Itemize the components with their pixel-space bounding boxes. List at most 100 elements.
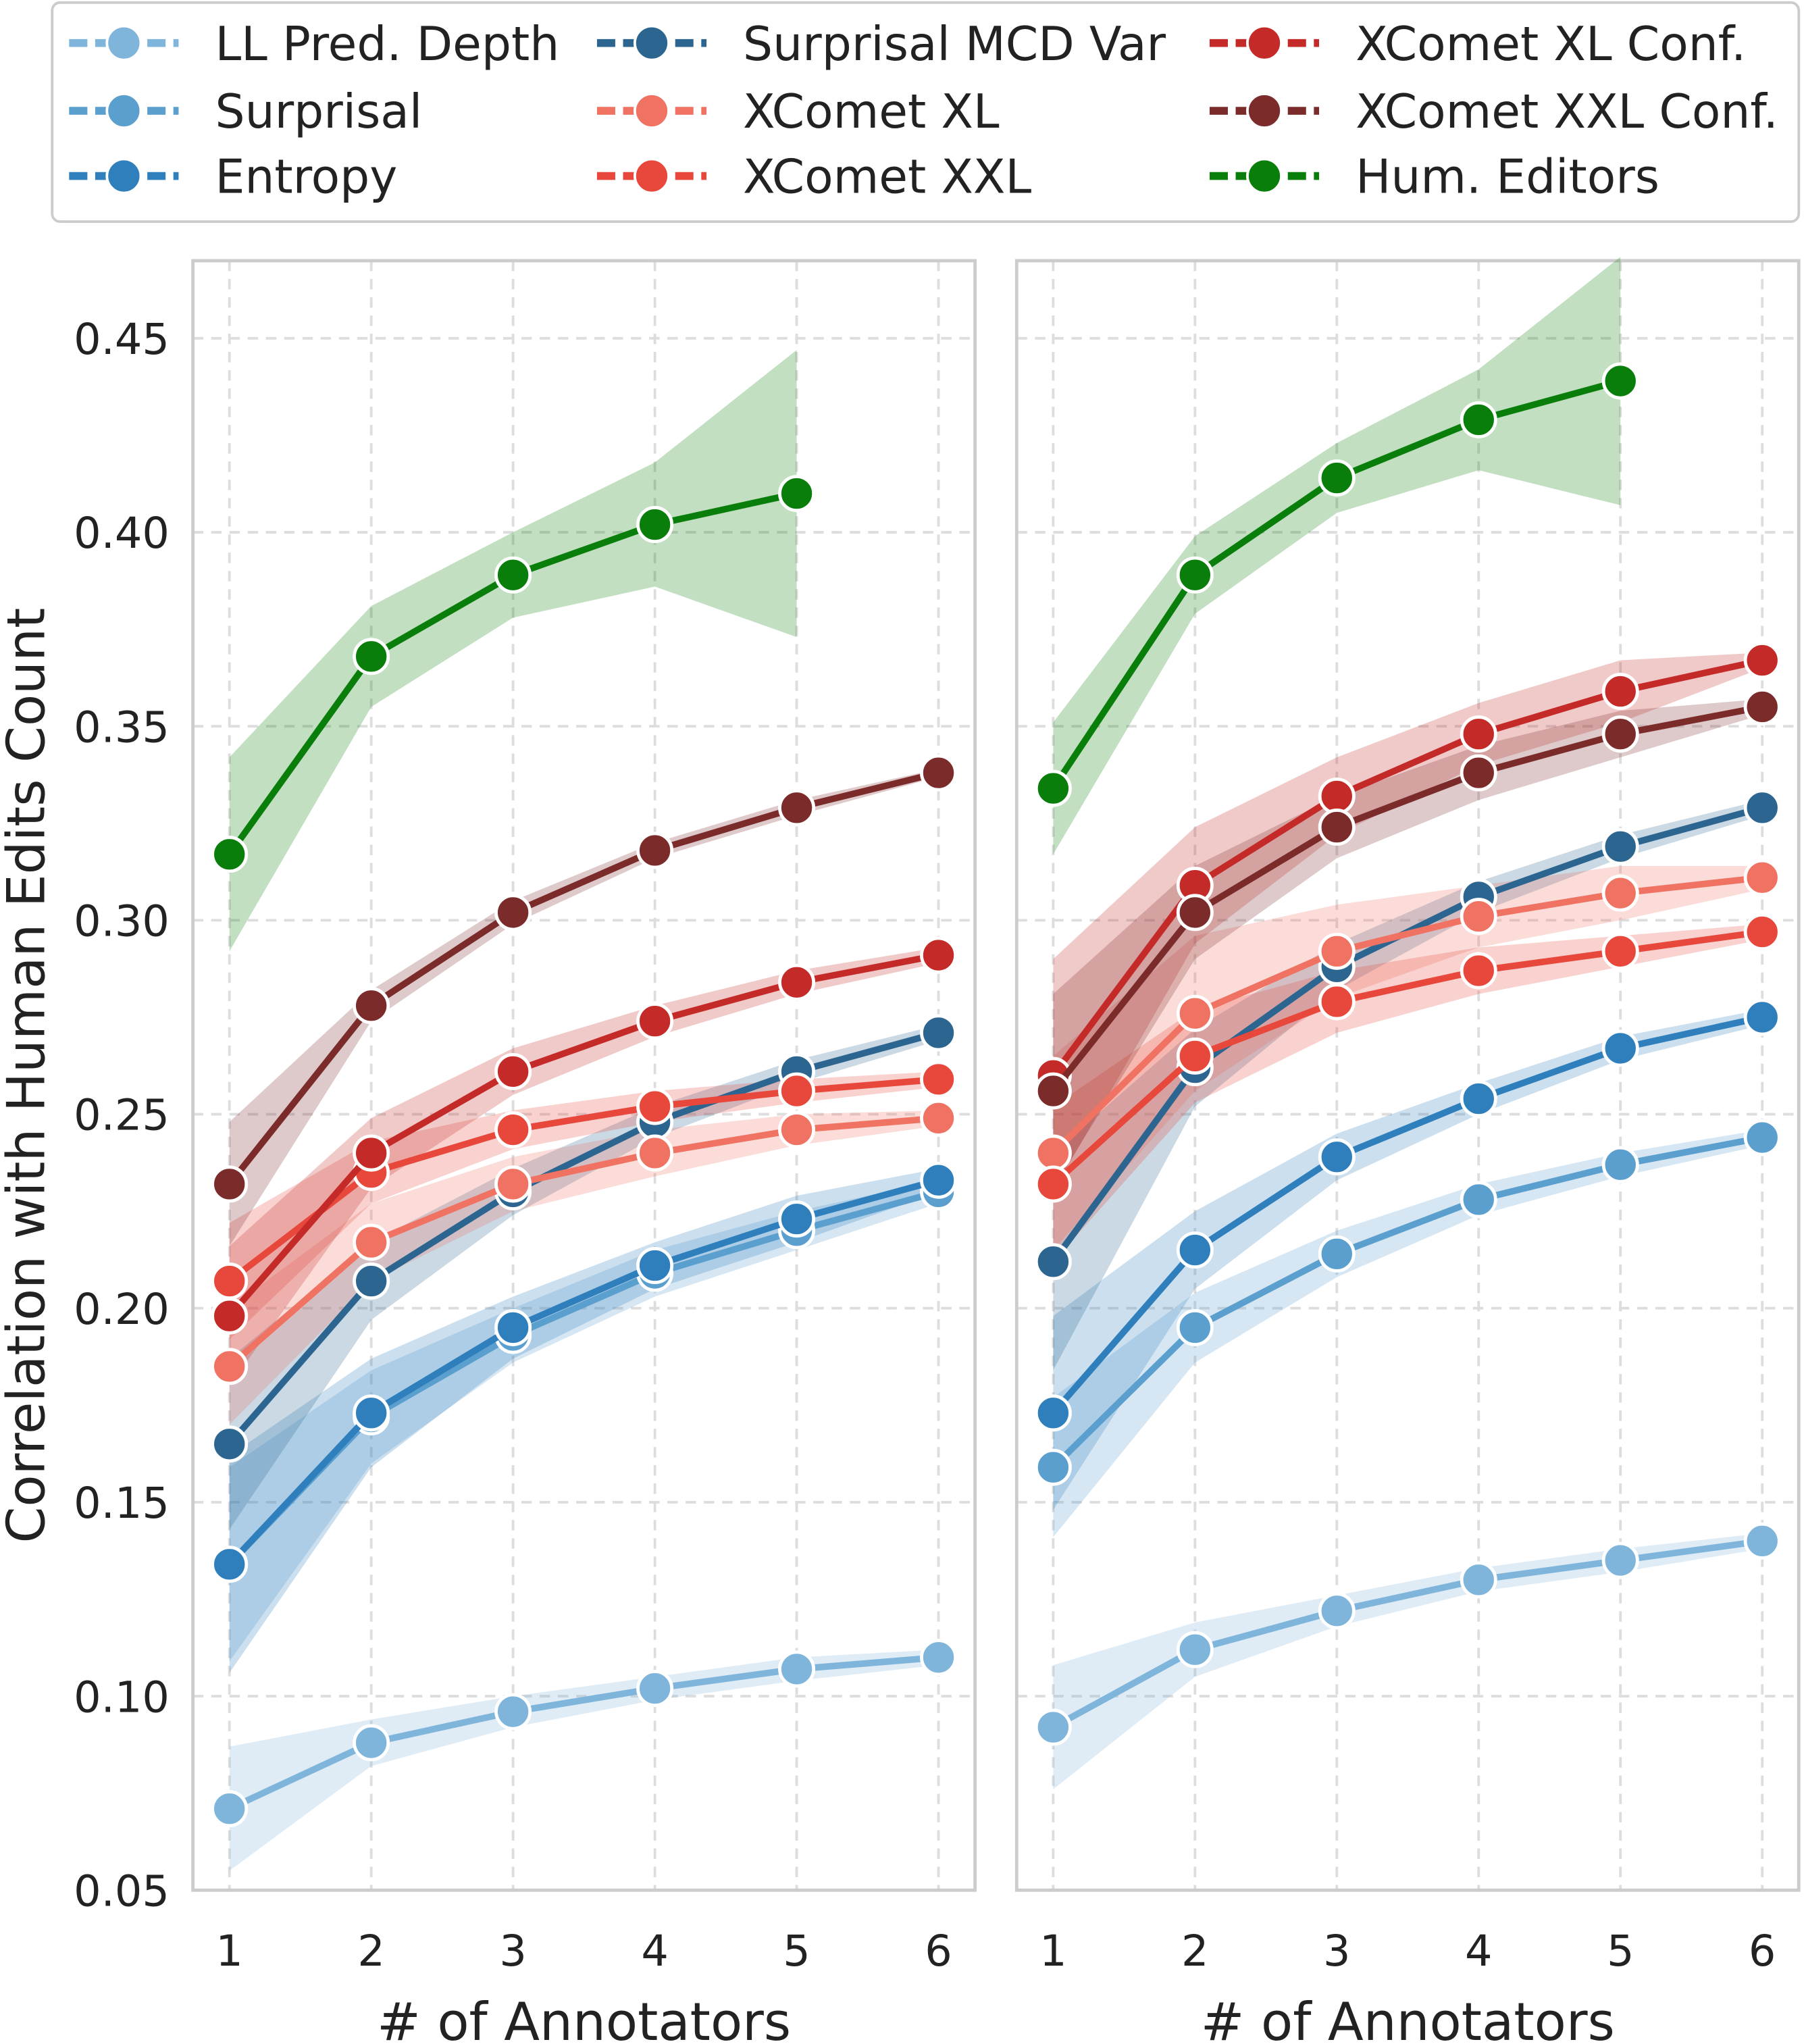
series-line-entropy xyxy=(227,1177,939,1567)
panel-2: 1 2 3 4 5 6 # of Annotators xyxy=(1014,257,1801,2044)
data-point-ll-pred-depth xyxy=(494,1693,532,1731)
data-point-xcomet-xxl xyxy=(1318,983,1356,1021)
legend-marker-surprisal-mcd-var xyxy=(633,24,670,61)
data-point-xcomet-xxl-conf xyxy=(353,987,390,1025)
data-point-xcomet-xxl-conf xyxy=(1460,754,1497,792)
legend-label-xcomet-xxl-conf: XComet XXL Conf. xyxy=(1356,85,1778,139)
panel-1: 0.05 0.10 0.15 0.20 0.25 0.30 0.35 0.40 0.45 1 2 3 4… xyxy=(74,259,977,2044)
data-point-hum-editors xyxy=(1318,459,1356,497)
x-tick-label: 4 xyxy=(641,1926,669,1976)
data-point-xcomet-xl-conf xyxy=(1743,642,1781,680)
data-point-entropy xyxy=(778,1200,816,1238)
x-tick-label: 5 xyxy=(1607,1926,1634,1976)
data-point-xcomet-xl-conf xyxy=(1318,777,1356,815)
data-point-xcomet-xl xyxy=(1176,994,1214,1032)
data-point-entropy xyxy=(494,1308,532,1346)
ci-band-ll-pred-depth xyxy=(1053,1533,1763,1789)
y-tick-label: 0.40 xyxy=(74,509,170,559)
data-point-ll-pred-depth xyxy=(1034,1708,1072,1746)
data-point-hum-editors xyxy=(1460,401,1497,438)
series-line-ll-pred-depth xyxy=(1052,1537,1763,1731)
x-tick-label: 4 xyxy=(1465,1926,1493,1976)
data-point-entropy xyxy=(1176,1231,1214,1269)
legend-marker-xcomet-xl-conf xyxy=(1245,24,1283,61)
x-tick-label: 3 xyxy=(499,1926,527,1976)
series-line-xcomet-xxl xyxy=(227,1076,939,1284)
data-point-ll-pred-depth xyxy=(1318,1592,1356,1630)
data-point-xcomet-xl xyxy=(1743,859,1781,896)
x-tick-label: 2 xyxy=(357,1926,385,1976)
data-point-entropy xyxy=(636,1247,674,1285)
legend-frame xyxy=(51,1,1801,224)
data-point-surprisal-mcd-var xyxy=(1743,789,1781,827)
data-point-xcomet-xxl-conf xyxy=(1601,715,1639,753)
data-point-xcomet-xl xyxy=(494,1165,532,1203)
ci-band-xcomet-xxl xyxy=(229,1071,939,1339)
data-point-xcomet-xl-conf xyxy=(353,1134,390,1172)
legend: LL Pred. Depth Surprisal Entropy Surprisal … xyxy=(51,1,1801,224)
series-line-surprisal-mcd-var xyxy=(227,1029,939,1446)
data-point-xcomet-xxl xyxy=(778,1072,816,1110)
ci-band-hum-editors xyxy=(229,350,797,952)
y-tick-label: 0.25 xyxy=(74,1091,170,1141)
legend-marker-hum-editors xyxy=(1245,157,1283,195)
y-tick-label: 0.05 xyxy=(74,1866,170,1916)
data-point-surprisal-mcd-var xyxy=(1034,1243,1072,1281)
data-point-xcomet-xxl xyxy=(920,1061,958,1098)
data-point-hum-editors xyxy=(636,506,674,544)
data-point-entropy xyxy=(1034,1394,1072,1432)
y-tick-label: 0.20 xyxy=(74,1285,170,1335)
legend-label-entropy: Entropy xyxy=(215,151,397,205)
series-line-xcomet-xl-conf xyxy=(227,952,939,1319)
data-point-ll-pred-depth xyxy=(1743,1522,1781,1560)
data-point-xcomet-xl xyxy=(1034,1134,1072,1172)
data-point-xcomet-xxl xyxy=(211,1262,249,1300)
data-point-xcomet-xl xyxy=(920,1099,958,1137)
data-point-surprisal xyxy=(1460,1181,1497,1219)
x-tick-label: 2 xyxy=(1181,1926,1209,1976)
legend-label-xcomet-xl-conf: XComet XL Conf. xyxy=(1356,18,1746,72)
data-point-ll-pred-depth xyxy=(920,1639,958,1677)
legend-label-xcomet-xxl: XComet XXL xyxy=(743,151,1031,205)
data-point-hum-editors xyxy=(494,556,532,594)
legend-label-surprisal-mcd-var: Surprisal MCD Var xyxy=(743,18,1166,72)
legend-marker-xcomet-xxl xyxy=(633,157,670,195)
data-point-hum-editors xyxy=(1034,769,1072,807)
data-point-xcomet-xl xyxy=(636,1134,674,1172)
data-point-surprisal-mcd-var xyxy=(211,1425,249,1463)
data-point-surprisal xyxy=(1318,1235,1356,1273)
data-point-entropy xyxy=(1601,1029,1639,1067)
x-axis-label: # of Annotators xyxy=(1201,1992,1615,2044)
data-point-xcomet-xl xyxy=(353,1223,390,1261)
data-point-ll-pred-depth xyxy=(1601,1541,1639,1579)
legend-label-xcomet-xl: XComet XL xyxy=(743,85,1000,139)
data-point-xcomet-xxl xyxy=(1460,952,1497,990)
data-point-xcomet-xxl-conf xyxy=(1034,1072,1072,1110)
series-line-surprisal xyxy=(1050,1134,1763,1470)
legend-label-hum-editors: Hum. Editors xyxy=(1356,151,1659,205)
y-tick-label: 0.35 xyxy=(74,702,170,752)
data-point-entropy xyxy=(1460,1080,1497,1118)
data-point-entropy xyxy=(920,1161,958,1199)
series-line-xcomet-xxl-conf xyxy=(226,769,939,1186)
data-point-xcomet-xl-conf xyxy=(1460,715,1497,753)
x-tick-label: 3 xyxy=(1323,1926,1351,1976)
legend-label-surprisal: Surprisal xyxy=(215,85,422,139)
data-point-entropy xyxy=(211,1545,249,1583)
data-point-surprisal xyxy=(1034,1448,1072,1486)
data-point-surprisal-mcd-var xyxy=(920,1014,958,1052)
data-point-surprisal-mcd-var xyxy=(1601,827,1639,865)
series-line-entropy xyxy=(1050,1014,1763,1415)
data-point-xcomet-xxl-conf xyxy=(1318,809,1356,846)
x-axis-label: # of Annotators xyxy=(377,1992,791,2044)
data-point-xcomet-xl xyxy=(1318,932,1356,970)
legend-marker-xcomet-xxl-conf xyxy=(1245,93,1283,130)
data-point-xcomet-xxl-conf xyxy=(778,789,816,827)
x-tick-label: 6 xyxy=(1749,1926,1776,1976)
data-point-entropy xyxy=(353,1394,390,1432)
data-point-xcomet-xl xyxy=(211,1348,249,1385)
data-point-xcomet-xl xyxy=(1460,898,1497,936)
data-point-surprisal-mcd-var xyxy=(353,1262,390,1300)
data-point-xcomet-xxl xyxy=(1743,913,1781,951)
